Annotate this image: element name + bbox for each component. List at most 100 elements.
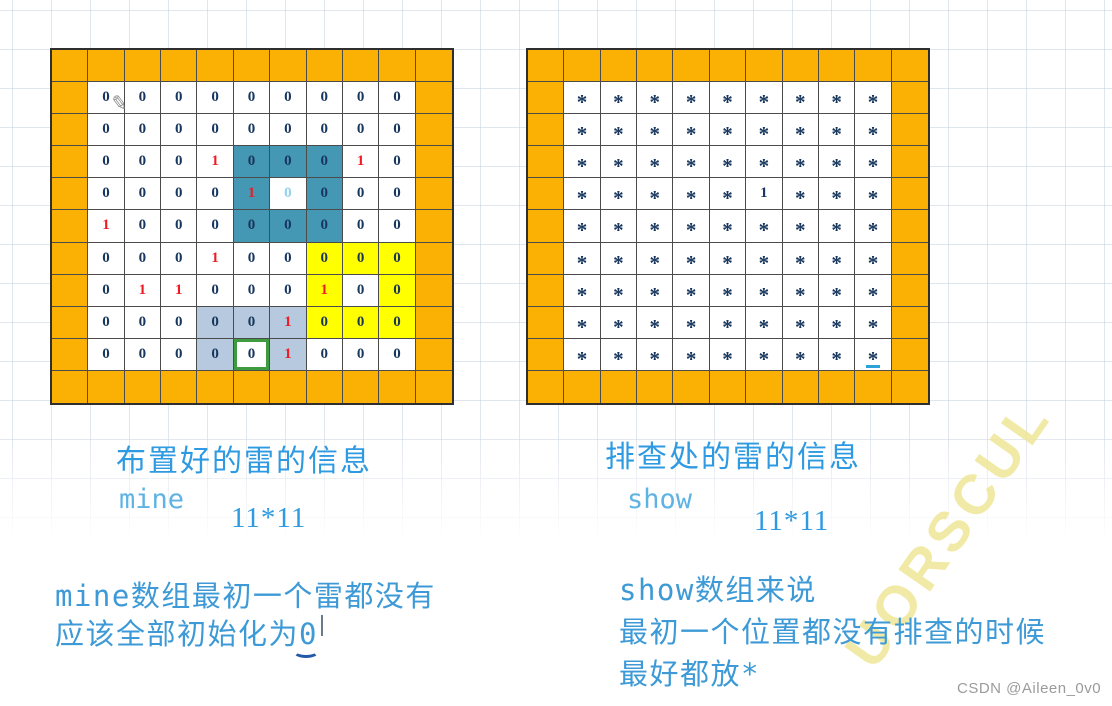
grid-cell: 0 bbox=[342, 114, 380, 147]
grid-cell bbox=[379, 370, 416, 403]
grid-cell: 0 bbox=[124, 114, 162, 147]
mine-note-line1: mine数组最初一个雷都没有 bbox=[55, 579, 436, 613]
grid-cell: 0 bbox=[270, 274, 307, 307]
grid-cell: 0 bbox=[161, 210, 198, 243]
grid-cell: * bbox=[818, 146, 856, 179]
grid-cell: 0 bbox=[124, 146, 162, 179]
grid-cell bbox=[528, 370, 565, 403]
grid-cell: 0 bbox=[306, 338, 343, 371]
mine-note: mine数组最初一个雷都没有 应该全部初始化为0 bbox=[55, 577, 436, 653]
grid-cell bbox=[637, 50, 674, 83]
grid-cell: * bbox=[818, 274, 856, 307]
grid-cell: * bbox=[564, 306, 601, 339]
grid-cell bbox=[270, 370, 307, 403]
grid-cell: 1 bbox=[746, 178, 783, 211]
grid-cell: * bbox=[818, 210, 856, 243]
grid-cell bbox=[415, 210, 452, 243]
grid-cell bbox=[233, 50, 271, 83]
grid-cell bbox=[528, 306, 565, 339]
grid-cell: * bbox=[818, 114, 856, 147]
grid-cell: 0 bbox=[124, 82, 162, 115]
grid-cell bbox=[528, 114, 565, 147]
grid-cell bbox=[637, 370, 674, 403]
grid-cell: 0 bbox=[379, 114, 416, 147]
grid-cell bbox=[306, 370, 343, 403]
grid-cell: 0 bbox=[306, 306, 343, 339]
grid-cell bbox=[528, 178, 565, 211]
cursor-underline-mark bbox=[865, 364, 880, 368]
grid-cell: * bbox=[564, 146, 601, 179]
grid-cell: 0 bbox=[124, 338, 162, 371]
grid-cell: 0 bbox=[233, 306, 271, 339]
grid-cell: * bbox=[564, 178, 601, 211]
grid-cell: 1 bbox=[306, 274, 343, 307]
grid-cell: 0 bbox=[379, 242, 416, 275]
grid-cell: * bbox=[782, 82, 819, 115]
grid-cell: * bbox=[709, 306, 747, 339]
grid-cell: 0 bbox=[124, 306, 162, 339]
grid-cell: 0 bbox=[233, 146, 271, 179]
grid-cell: 0 bbox=[306, 146, 343, 179]
show-note: show数组来说 最初一个位置都没有排查的时候 最好都放* bbox=[619, 569, 1046, 695]
grid-cell bbox=[197, 370, 234, 403]
grid-cell bbox=[161, 50, 198, 83]
grid-cell: * bbox=[782, 210, 819, 243]
grid-cell: 0 bbox=[233, 82, 271, 115]
grid-cell: * bbox=[673, 274, 710, 307]
grid-cell: 0 bbox=[197, 114, 234, 147]
grid-cell: * bbox=[855, 210, 892, 243]
grid-cell: 0 bbox=[124, 210, 162, 243]
grid-cell: 0 bbox=[88, 274, 125, 307]
grid-cell: * bbox=[673, 82, 710, 115]
grid-cell: * bbox=[673, 114, 710, 147]
show-note-line2: 最初一个位置都没有排查的时候 bbox=[619, 615, 1047, 649]
grid-cell bbox=[124, 50, 162, 83]
grid-cell: * bbox=[709, 242, 747, 275]
grid-cell bbox=[746, 50, 783, 83]
grid-cell bbox=[270, 50, 307, 83]
grid-cell bbox=[52, 242, 89, 275]
grid-cell: * bbox=[782, 114, 819, 147]
grid-cell: 0 bbox=[233, 210, 271, 243]
grid-cell: 1 bbox=[88, 210, 125, 243]
grid-cell bbox=[528, 50, 565, 83]
grid-cell bbox=[891, 338, 928, 371]
grid-cell bbox=[855, 50, 892, 83]
grid-cell bbox=[52, 274, 89, 307]
grid-cell bbox=[528, 210, 565, 243]
grid-cell: * bbox=[855, 306, 892, 339]
grid-cell: * bbox=[600, 306, 638, 339]
grid-cell: 0 bbox=[342, 306, 380, 339]
grid-cell bbox=[415, 50, 452, 83]
grid-cell: * bbox=[673, 242, 710, 275]
grid-cell: 0 bbox=[197, 338, 234, 371]
grid-cell: 0 bbox=[233, 242, 271, 275]
grid-cell: * bbox=[600, 146, 638, 179]
show-note-line3: 最好都放* bbox=[619, 657, 760, 691]
grid-cell: 0 bbox=[270, 146, 307, 179]
grid-cell bbox=[52, 114, 89, 147]
grid-cell bbox=[709, 50, 747, 83]
grid-cell: 0 bbox=[124, 178, 162, 211]
grid-cell: 0 bbox=[88, 178, 125, 211]
grid-cell: 0 bbox=[161, 82, 198, 115]
grid-cell bbox=[673, 50, 710, 83]
grid-cell bbox=[891, 114, 928, 147]
grid-cell: 0 bbox=[379, 146, 416, 179]
grid-cell: * bbox=[637, 242, 674, 275]
grid-cell: 0 bbox=[270, 114, 307, 147]
grid-cell bbox=[233, 370, 271, 403]
grid-cell bbox=[161, 370, 198, 403]
grid-cell bbox=[415, 242, 452, 275]
grid-cell: 0 bbox=[306, 242, 343, 275]
grid-cell: 0 bbox=[270, 210, 307, 243]
grid-cell: * bbox=[746, 242, 783, 275]
grid-cell: * bbox=[709, 274, 747, 307]
grid-cell bbox=[855, 370, 892, 403]
grid-cell bbox=[600, 50, 638, 83]
grid-cell bbox=[415, 306, 452, 339]
show-note-line1: show数组来说 bbox=[619, 573, 817, 607]
grid-cell bbox=[891, 370, 928, 403]
grid-cell bbox=[891, 242, 928, 275]
grid-cell: 0 bbox=[379, 306, 416, 339]
